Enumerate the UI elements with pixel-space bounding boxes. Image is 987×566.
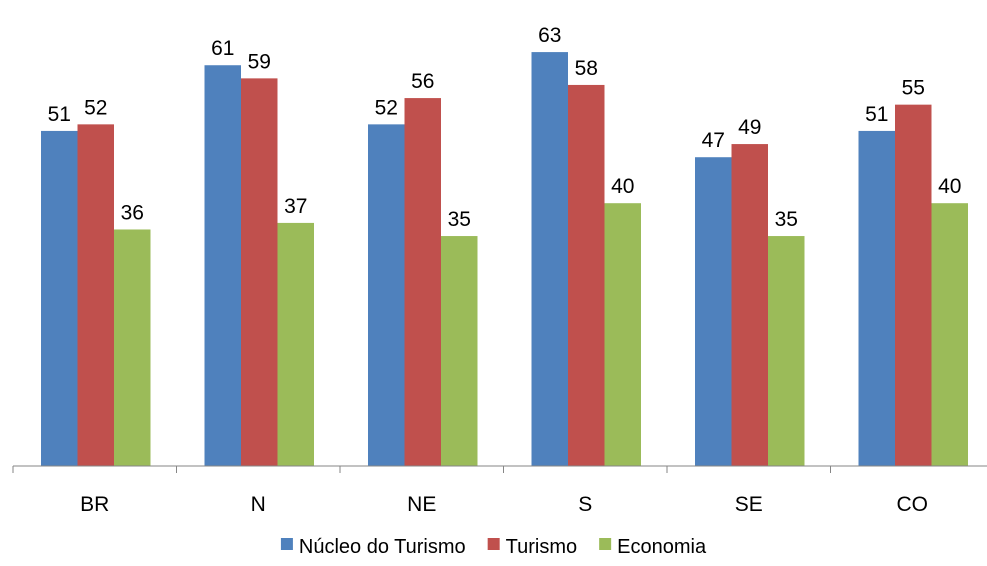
legend: Núcleo do Turismo Turismo Economia xyxy=(280,536,707,558)
data-label-s-series-3: 40 xyxy=(611,175,634,198)
data-label-co-series-1: 51 xyxy=(865,103,888,126)
x-axis: BR N NE S SE CO xyxy=(12,465,987,516)
legend-item-3: Economia xyxy=(599,536,707,558)
data-label-n-series-2: 59 xyxy=(248,50,271,73)
data-label-br-series-3: 36 xyxy=(121,201,144,224)
x-tick-label-br: BR xyxy=(80,493,109,516)
data-label-se-series-1: 47 xyxy=(702,129,725,152)
legend-label-3: Economia xyxy=(617,536,707,558)
legend-item-2: Turismo xyxy=(487,536,577,558)
legend-item-1: Núcleo do Turismo xyxy=(280,536,466,558)
data-label-n-series-1: 61 xyxy=(211,37,234,60)
data-label-se-series-2: 49 xyxy=(738,116,761,139)
bar-s-series-2 xyxy=(568,84,605,466)
bar-co-series-2 xyxy=(895,104,932,467)
legend-label-1: Núcleo do Turismo xyxy=(299,536,466,558)
x-tick-label-se: SE xyxy=(735,493,763,516)
data-label-co-series-3: 40 xyxy=(938,175,961,198)
bar-n-series-3 xyxy=(277,222,314,466)
bar-ne-series-2 xyxy=(404,98,441,466)
x-tick-label-s: S xyxy=(578,493,592,516)
x-tick-label-ne: NE xyxy=(407,493,436,516)
bar-br-series-3 xyxy=(114,229,151,466)
bars-layer xyxy=(41,52,968,467)
data-label-s-series-2: 58 xyxy=(575,57,598,80)
data-label-co-series-2: 55 xyxy=(902,77,925,100)
legend-swatch-3 xyxy=(599,538,612,550)
data-label-n-series-3: 37 xyxy=(284,195,307,218)
data-label-br-series-1: 51 xyxy=(48,103,71,126)
bar-ne-series-3 xyxy=(441,236,478,466)
legend-label-2: Turismo xyxy=(506,536,577,558)
bar-co-series-3 xyxy=(931,203,968,466)
x-tick-label-n: N xyxy=(251,493,266,516)
data-label-se-series-3: 35 xyxy=(775,208,798,231)
data-labels-layer: 51 52 36 61 59 37 52 56 35 63 58 40 47 49 35 51 55 40 xyxy=(48,24,962,231)
bar-s-series-3 xyxy=(604,203,641,466)
legend-swatch-1 xyxy=(280,538,293,550)
x-tick-label-co: CO xyxy=(897,493,929,516)
bar-n-series-2 xyxy=(241,78,278,467)
bar-se-series-2 xyxy=(731,144,768,466)
bar-co-series-1 xyxy=(858,130,895,466)
bar-s-series-1 xyxy=(531,52,568,467)
bar-n-series-1 xyxy=(204,65,241,466)
bar-se-series-3 xyxy=(768,236,805,466)
legend-swatch-2 xyxy=(487,538,500,550)
data-label-ne-series-1: 52 xyxy=(375,96,398,119)
data-label-ne-series-3: 35 xyxy=(448,208,471,231)
bar-br-series-1 xyxy=(41,130,78,466)
data-label-br-series-2: 52 xyxy=(84,96,107,119)
bar-se-series-1 xyxy=(695,157,732,466)
data-label-s-series-1: 63 xyxy=(538,24,561,47)
bar-br-series-2 xyxy=(77,124,114,467)
bar-ne-series-1 xyxy=(368,124,405,467)
data-label-ne-series-2: 56 xyxy=(411,70,434,93)
